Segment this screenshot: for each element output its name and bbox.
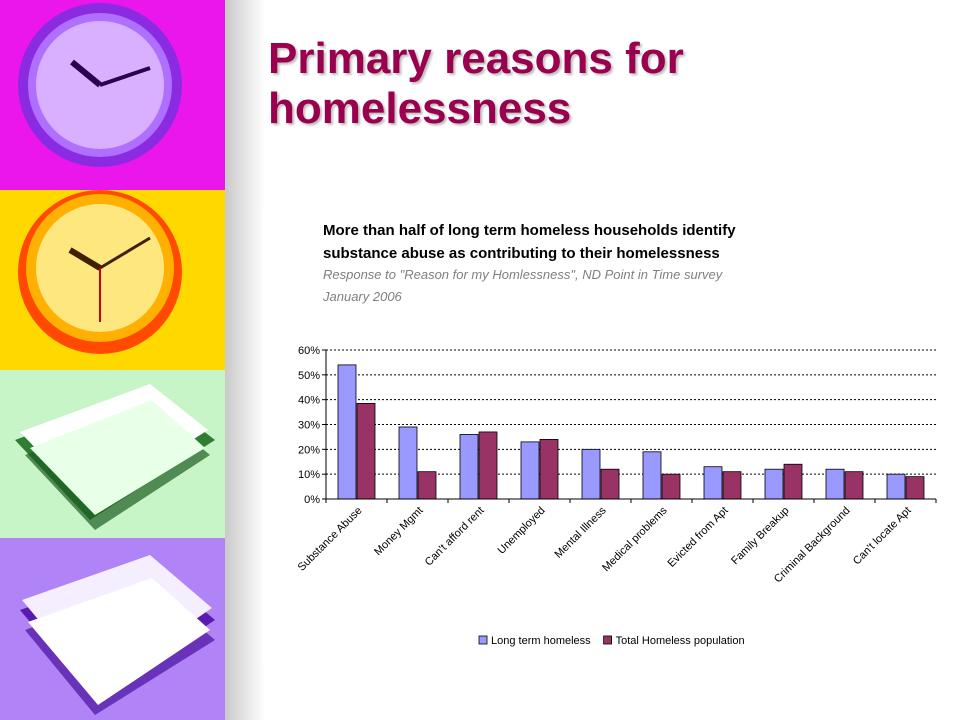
bar-total-1 (417, 471, 437, 500)
purple-clock-icon (18, 3, 182, 167)
x-tick-label: Unemployed (495, 505, 547, 557)
chart-title-line2: substance abuse as contributing to their… (323, 245, 720, 262)
legend-swatch (603, 635, 613, 645)
y-tick-label: 0% (304, 494, 320, 506)
bar-total-3 (539, 438, 559, 500)
y-tick-label: 30% (298, 420, 320, 432)
decorative-photo-strip (0, 0, 225, 720)
bar-total-0 (356, 402, 376, 500)
bar-long-term-3 (520, 441, 540, 500)
bar-total-9 (905, 476, 925, 500)
chart-panel: More than half of long term homeless hou… (262, 212, 950, 660)
chart-subtitle-line1: Response to "Reason for my Homlessness",… (323, 267, 724, 282)
y-tick-label: 20% (298, 444, 320, 456)
bar-long-term-2 (459, 434, 479, 500)
bar-long-term-0 (337, 364, 357, 500)
bar-long-term-8 (825, 468, 845, 500)
legend-label: Total Homeless population (616, 635, 745, 647)
x-tick-label: Medical problems (600, 504, 670, 574)
x-tick-label: Family Breakup (729, 505, 792, 568)
orange-clock-icon (18, 190, 182, 354)
chart-legend: Long term homeless Total Homeless populat… (478, 635, 745, 647)
bar-total-8 (844, 471, 864, 500)
chart-subtitle-line2: January 2006 (322, 289, 403, 304)
x-tick-label: Substance Abuse (296, 505, 365, 574)
violet-papers-icon (20, 555, 215, 715)
slide-title: Primary reasons for homelessness (268, 34, 684, 133)
bar-long-term-9 (886, 473, 906, 500)
bar-total-2 (478, 431, 498, 500)
x-tick-label: Can't locate Apt (851, 505, 914, 568)
y-tick-label: 60% (298, 345, 320, 357)
strip-shadow (225, 0, 265, 720)
bar-long-term-4 (581, 448, 601, 500)
green-papers-icon (15, 384, 215, 530)
x-tick-label: Can't afford rent (423, 505, 487, 569)
bar-chart: More than half of long term homeless hou… (296, 222, 937, 647)
bar-total-7 (783, 463, 803, 500)
bar-long-term-6 (703, 466, 723, 500)
x-tick-label: Mental Illness (553, 504, 609, 560)
bar-long-term-5 (642, 451, 662, 500)
bar-total-5 (661, 473, 681, 500)
bar-total-6 (722, 471, 742, 500)
y-tick-label: 40% (298, 395, 320, 407)
y-tick-label: 50% (298, 370, 320, 382)
bar-long-term-7 (764, 468, 784, 500)
bar-total-4 (600, 468, 620, 500)
y-tick-label: 10% (298, 469, 320, 481)
chart-title-line1: More than half of long term homeless hou… (323, 222, 736, 239)
legend-label: Long term homeless (491, 635, 591, 647)
legend-swatch (478, 635, 488, 645)
x-tick-label: Evicted from Apt (666, 505, 731, 570)
x-tick-label: Money Mgmt (372, 505, 425, 558)
bar-long-term-1 (398, 426, 418, 500)
